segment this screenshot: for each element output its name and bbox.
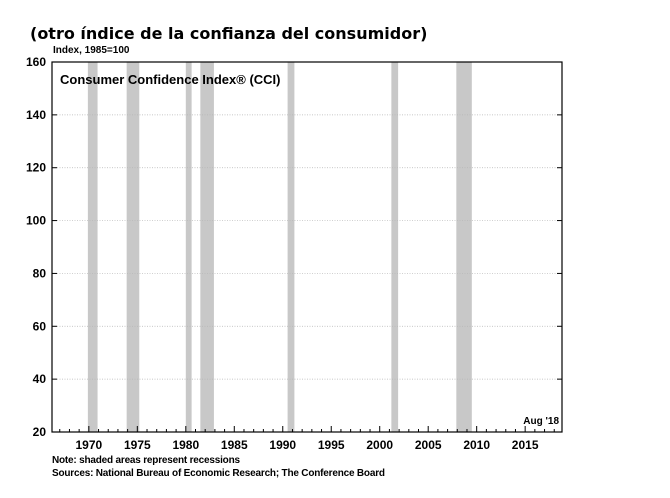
ytick-label-60: 60 bbox=[33, 319, 47, 333]
xtick-label-2015: 2015 bbox=[512, 438, 539, 452]
ytick-label-40: 40 bbox=[33, 372, 47, 386]
recession-band-2 bbox=[185, 62, 192, 432]
xtick-label-2010: 2010 bbox=[463, 438, 490, 452]
xtick-label-1970: 1970 bbox=[75, 438, 102, 452]
y-axis-label: Index, 1985=100 bbox=[53, 45, 130, 56]
chart-annotation: Aug '18 bbox=[523, 416, 559, 427]
plot-frame bbox=[51, 61, 563, 433]
ytick-label-140: 140 bbox=[26, 108, 46, 122]
chart-title: Consumer Confidence Index® (CCI) bbox=[60, 72, 281, 87]
recession-band-3 bbox=[200, 62, 214, 432]
grid-layer bbox=[52, 114, 562, 380]
xtick-label-1995: 1995 bbox=[318, 438, 345, 452]
ytick-label-20: 20 bbox=[33, 425, 47, 439]
sources-note: Sources: National Bureau of Economic Res… bbox=[52, 468, 385, 479]
x-tick-labels: 1970 1975 1980 1985 1990 1995 2000 2005 2010 2015 bbox=[75, 438, 538, 452]
ytick-label-100: 100 bbox=[26, 214, 46, 228]
recession-note: Note: shaded areas represent recessions bbox=[52, 455, 240, 466]
ytick-label-80: 80 bbox=[33, 266, 47, 280]
recession-band-4 bbox=[287, 62, 295, 432]
ytick-label-120: 120 bbox=[26, 161, 46, 175]
recession-band-6 bbox=[456, 62, 472, 432]
xtick-label-1980: 1980 bbox=[172, 438, 199, 452]
recession-band-0 bbox=[87, 62, 98, 432]
xtick-label-1990: 1990 bbox=[269, 438, 296, 452]
xtick-label-2000: 2000 bbox=[366, 438, 393, 452]
y-tick-labels: 20 40 60 80 100 120 140 160 bbox=[26, 55, 46, 439]
xtick-label-1985: 1985 bbox=[221, 438, 248, 452]
ytick-label-160: 160 bbox=[26, 55, 46, 69]
tick-layer bbox=[52, 61, 562, 433]
recession-layer bbox=[87, 62, 472, 432]
xtick-label-1975: 1975 bbox=[124, 438, 151, 452]
xtick-label-2005: 2005 bbox=[415, 438, 442, 452]
recession-band-5 bbox=[391, 62, 399, 432]
recession-band-1 bbox=[126, 62, 140, 432]
page-title: (otro índice de la confianza del consumi… bbox=[30, 24, 428, 43]
